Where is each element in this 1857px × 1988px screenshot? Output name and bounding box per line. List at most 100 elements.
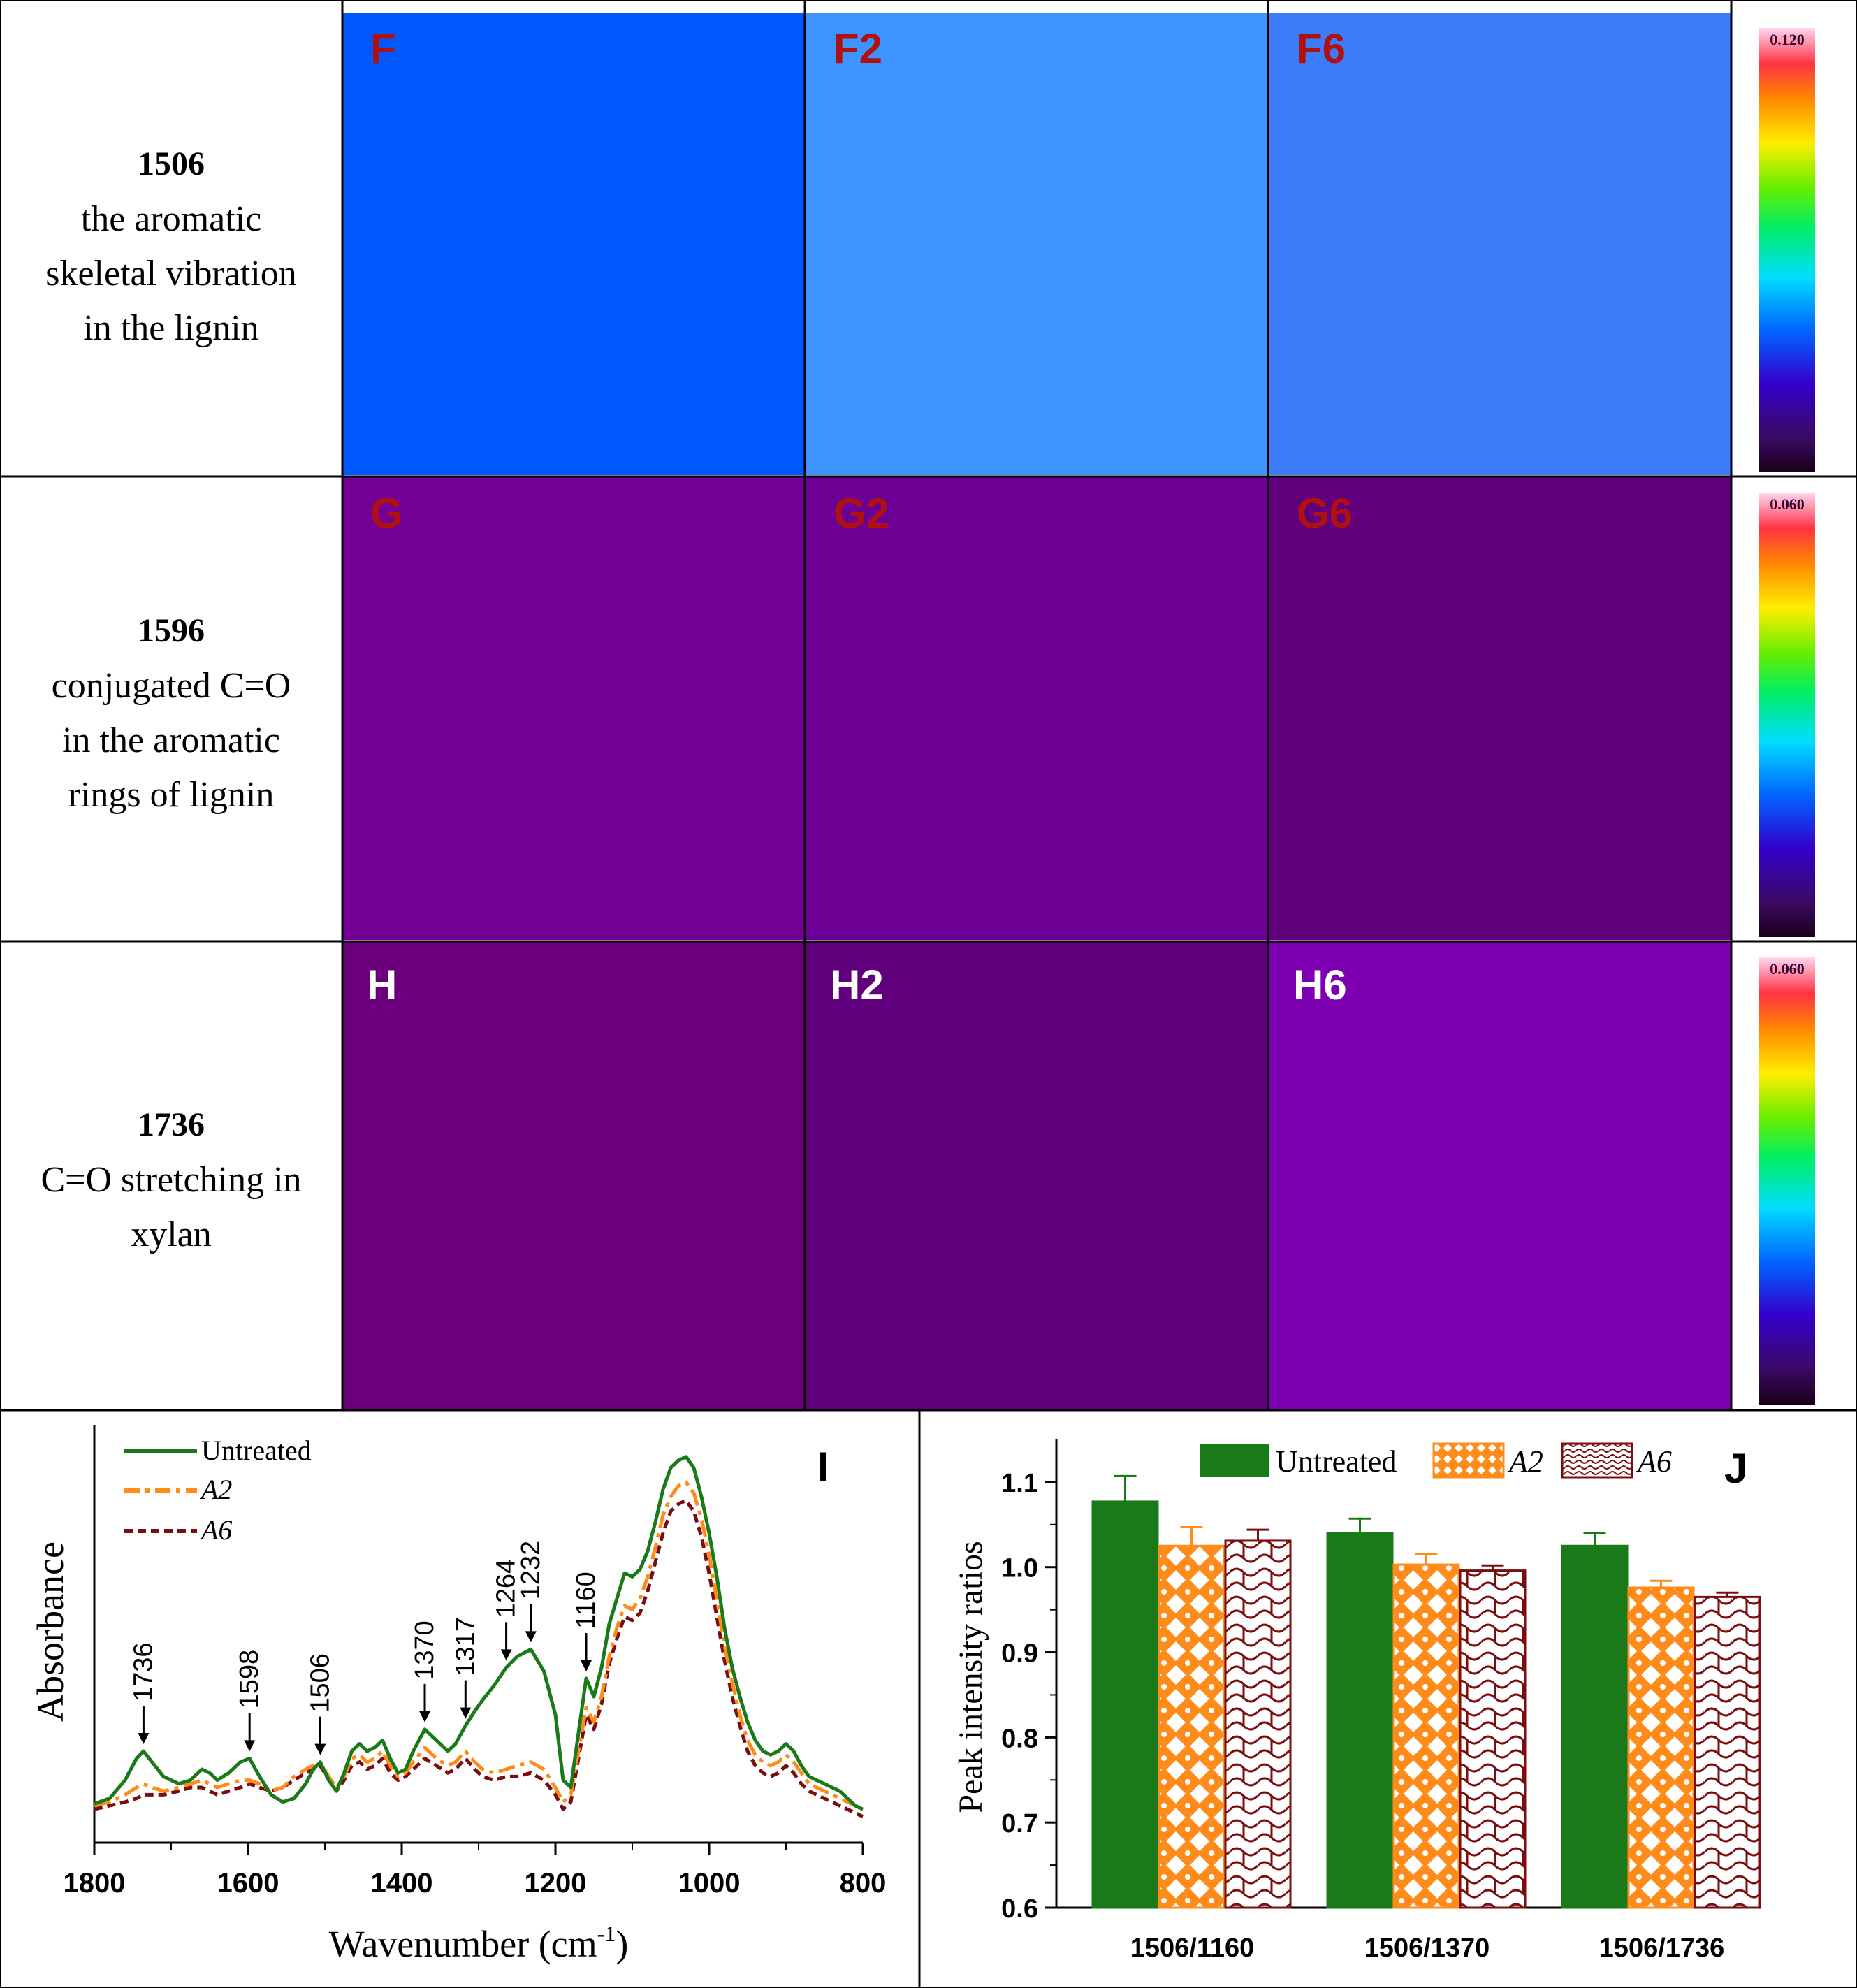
row-description-line: xylan [131, 1214, 212, 1254]
y-tick-label: 1.1 [1001, 1469, 1038, 1498]
map-image-F2 [806, 13, 1268, 475]
legend-swatch-untreated [1200, 1444, 1269, 1477]
peak-label: 1736 [129, 1642, 158, 1702]
row-description-line: C=O stretching in [41, 1160, 301, 1200]
bar-untreated [1091, 1500, 1159, 1909]
peak-arrow-head [460, 1707, 472, 1719]
bar-a6 [1224, 1539, 1292, 1909]
x-tick-label: 1600 [217, 1868, 279, 1899]
series-line-untreated [94, 1455, 864, 1811]
bar-a6 [1459, 1569, 1527, 1909]
row-description-line: in the lignin [83, 308, 258, 348]
x-tick-label: 1400 [371, 1868, 433, 1899]
bar-a6 [1694, 1595, 1761, 1909]
colorbar-max-label: 0.060 [1770, 960, 1805, 978]
row-1506: 1506 the aromatic skeletal vibration in … [45, 13, 1815, 475]
bar-a2 [1158, 1544, 1225, 1909]
panel-label-F: F [370, 25, 396, 72]
y-tick-label: 0.8 [1001, 1724, 1038, 1753]
bar-untreated [1326, 1532, 1394, 1909]
legend-label-untreated: Untreated [1276, 1444, 1397, 1479]
legend-label-a2: A2 [1507, 1444, 1543, 1479]
row-description-line: the aromatic [81, 199, 261, 239]
x-axis-label: Wavenumber (cm-1) [329, 1921, 629, 1965]
map-image-G2 [806, 477, 1268, 940]
map-image-H2 [806, 942, 1268, 1409]
legend-label-a2: A2 [199, 1474, 232, 1505]
legend-swatch-a2 [1432, 1442, 1505, 1479]
map-image-H [342, 942, 805, 1409]
category-label: 1506/1736 [1599, 1933, 1725, 1963]
peak-label: 1370 [410, 1620, 439, 1680]
peak-label: 1317 [451, 1617, 480, 1676]
row-1736: 1736 C=O stretching in xylan H H2 H6 0.0… [41, 942, 1815, 1409]
panel-label-G2: G2 [833, 490, 889, 537]
series-line-a2 [94, 1480, 864, 1811]
peak-label: 1160 [571, 1572, 601, 1629]
x-tick-label: 800 [840, 1868, 887, 1899]
panel-label-F6: F6 [1297, 25, 1346, 72]
legend-label-a6: A6 [199, 1514, 232, 1546]
x-tick-label: 1000 [678, 1868, 741, 1899]
row-description-line: conjugated C=O [52, 666, 291, 706]
y-axis-label: Absorbance [29, 1541, 71, 1722]
category-label: 1506/1160 [1130, 1933, 1255, 1963]
bar-a2 [1392, 1563, 1460, 1909]
spectra-chart: 1800 1600 1400 1200 1000 800 1736 1598 1506 1370… [29, 1425, 886, 1965]
peak-arrow-head [244, 1740, 256, 1752]
bar-a2 [1627, 1586, 1695, 1909]
y-axis-label: Peak intensity ratios [952, 1541, 989, 1813]
row-1596: 1596 conjugated C=O in the aromatic ring… [52, 477, 1815, 940]
peak-arrow-head [138, 1733, 150, 1744]
y-tick-label: 0.7 [1001, 1809, 1038, 1838]
row-description-line: skeletal vibration [45, 254, 297, 293]
y-tick-label: 0.6 [1001, 1894, 1038, 1924]
peak-label: 1598 [235, 1650, 264, 1709]
map-image-H6 [1269, 942, 1731, 1409]
colorbar-max-label: 0.060 [1770, 495, 1805, 513]
peak-label: 1506 [305, 1653, 335, 1713]
panel-label-H6: H6 [1293, 962, 1347, 1008]
row-wavenumber: 1736 [138, 1106, 205, 1143]
legend: Untreated A2 A6 [1200, 1442, 1672, 1479]
map-image-F [342, 13, 805, 475]
peak-arrow-head [500, 1649, 512, 1661]
map-image-G6 [1269, 477, 1731, 940]
colorbar [1759, 493, 1815, 937]
series-line-a6 [94, 1498, 864, 1818]
legend-label-a6: A6 [1636, 1444, 1672, 1479]
bar-untreated [1561, 1544, 1629, 1909]
category-label: 1506/1370 [1364, 1933, 1490, 1963]
colorbar [1759, 957, 1815, 1405]
peak-arrow-head [525, 1631, 537, 1643]
legend-swatch-a6 [1561, 1442, 1633, 1479]
peak-arrow-head [419, 1711, 430, 1722]
panel-label-H2: H2 [830, 962, 884, 1008]
peak-arrow-head [581, 1660, 592, 1671]
panel-label-I: I [817, 1444, 829, 1490]
row-wavenumber: 1596 [138, 612, 205, 649]
y-tick-label: 1.0 [1001, 1554, 1038, 1583]
x-tick-label: 1800 [64, 1868, 126, 1899]
panel-label-H: H [367, 962, 397, 1008]
colorbar-max-label: 0.120 [1770, 31, 1805, 48]
row-description-line: in the aromatic [62, 720, 280, 760]
panel-label-F2: F2 [833, 25, 882, 72]
panel-label-J: J [1724, 1445, 1747, 1492]
map-image-G [342, 477, 805, 940]
colorbar [1759, 28, 1815, 472]
row-wavenumber: 1506 [138, 145, 205, 182]
peak-arrow-head [314, 1743, 326, 1755]
row-description-line: rings of lignin [68, 775, 275, 815]
y-tick-label: 0.9 [1001, 1639, 1038, 1669]
panel-label-G: G [370, 490, 403, 537]
x-tick-label: 1200 [525, 1868, 587, 1899]
peak-label: 1264 [492, 1559, 521, 1618]
legend-label-untreated: Untreated [201, 1435, 312, 1466]
map-image-F6 [1269, 13, 1731, 475]
panel-label-G6: G6 [1297, 490, 1353, 537]
ratio-bar-chart: 0.6 0.7 0.8 0.9 1.0 1.1 1506/1160 1506/1370 150… [952, 1439, 1761, 1963]
